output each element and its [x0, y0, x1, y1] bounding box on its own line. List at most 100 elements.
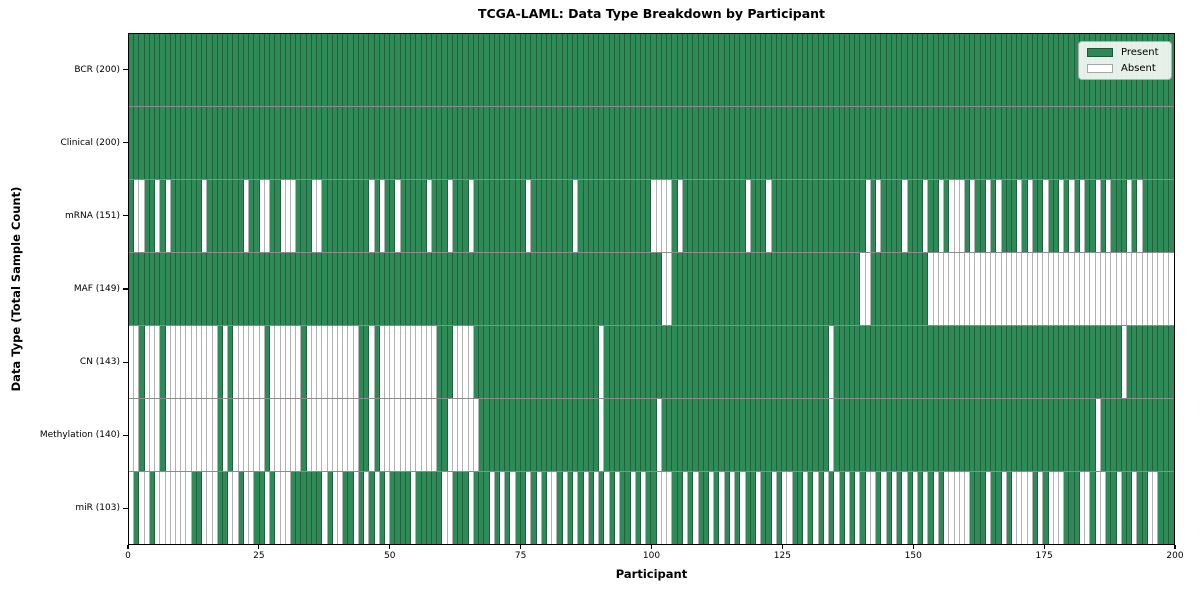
heatmap-cell: [1142, 180, 1148, 252]
heatmap-cell: [792, 472, 798, 544]
heatmap-cell: [217, 107, 224, 179]
y-tick-mark: [123, 361, 128, 363]
heatmap-cell: [1038, 472, 1044, 544]
heatmap-cell: [855, 399, 861, 471]
heatmap-cell: [1111, 472, 1117, 544]
heatmap-cell: [782, 180, 788, 252]
heatmap-cell: [1111, 399, 1117, 471]
heatmap-cell: [1137, 180, 1143, 252]
heatmap-cell: [1069, 399, 1075, 471]
heatmap-cell: [792, 34, 798, 106]
heatmap-cell: [421, 180, 427, 252]
heatmap-cell: [337, 399, 344, 471]
heatmap-cell: [233, 180, 239, 252]
heatmap-cell: [573, 472, 579, 544]
heatmap-cell: [803, 34, 809, 106]
heatmap-cell: [620, 472, 626, 544]
heatmap-cell: [1022, 399, 1028, 471]
heatmap-cell: [1001, 107, 1007, 179]
heatmap-cell: [541, 399, 547, 471]
heatmap-cell: [881, 34, 887, 106]
heatmap-cell: [1053, 253, 1060, 325]
heatmap-cell: [870, 107, 877, 179]
heatmap-cell: [494, 326, 500, 398]
heatmap-cell: [332, 326, 338, 398]
heatmap-cell: [337, 326, 344, 398]
heatmap-cell: [217, 326, 224, 398]
heatmap-cell: [437, 399, 443, 471]
heatmap-cell: [672, 34, 678, 106]
heatmap-cell: [1153, 472, 1159, 544]
y-tick-mark: [123, 68, 128, 71]
heatmap-cell: [1053, 326, 1060, 398]
heatmap-cell: [290, 253, 297, 325]
heatmap-cell: [672, 253, 678, 325]
heatmap-cell: [562, 34, 568, 106]
heatmap-cell: [374, 399, 380, 471]
heatmap-cell: [1032, 326, 1039, 398]
heatmap-cell: [792, 107, 798, 179]
heatmap-cell: [750, 472, 756, 544]
heatmap-cell: [379, 399, 386, 471]
heatmap-cell: [134, 472, 140, 544]
heatmap-cell: [270, 326, 276, 398]
heatmap-cell: [259, 399, 265, 471]
heatmap-row-cn: [129, 325, 1174, 398]
heatmap-cell: [813, 180, 819, 252]
heatmap-cell: [923, 107, 929, 179]
heatmap-cell: [719, 253, 725, 325]
heatmap-cell: [771, 472, 777, 544]
heatmap-cell: [510, 107, 516, 179]
heatmap-cell: [1100, 253, 1107, 325]
x-tick-mark: [389, 545, 391, 549]
heatmap-cell: [212, 107, 218, 179]
heatmap-cell: [311, 472, 318, 544]
heatmap-cell: [463, 180, 469, 252]
heatmap-cell: [954, 180, 960, 252]
heatmap-cell: [306, 326, 312, 398]
heatmap-cell: [254, 107, 260, 179]
heatmap-cell: [296, 180, 302, 252]
heatmap-cell: [964, 253, 971, 325]
heatmap-cell: [661, 34, 668, 106]
heatmap-cell: [938, 34, 945, 106]
heatmap-cell: [735, 253, 741, 325]
heatmap-cell: [1147, 399, 1154, 471]
heatmap-cell: [740, 399, 746, 471]
heatmap-cell: [317, 399, 323, 471]
heatmap-cell: [432, 180, 438, 252]
heatmap-cell: [1001, 472, 1007, 544]
heatmap-cell: [285, 253, 291, 325]
heatmap-cell: [954, 472, 960, 544]
heatmap-cell: [1064, 472, 1070, 544]
heatmap-cell: [353, 107, 359, 179]
heatmap-cell: [421, 34, 427, 106]
heatmap-cell: [823, 399, 830, 471]
heatmap-cell: [1027, 326, 1033, 398]
heatmap-cell: [1142, 472, 1148, 544]
heatmap-cell: [1074, 326, 1080, 398]
heatmap-cell: [1043, 399, 1049, 471]
heatmap-cell: [322, 107, 328, 179]
heatmap-cell: [416, 472, 422, 544]
heatmap-cell: [980, 253, 986, 325]
heatmap-cell: [641, 472, 647, 544]
heatmap-cell: [902, 34, 908, 106]
heatmap-cell: [416, 399, 422, 471]
heatmap-cell: [385, 180, 391, 252]
heatmap-cell: [243, 472, 250, 544]
heatmap-cell: [186, 326, 192, 398]
heatmap-cell: [656, 34, 662, 106]
heatmap-cell: [1006, 180, 1013, 252]
heatmap-cell: [536, 399, 542, 471]
heatmap-cell: [834, 107, 840, 179]
heatmap-cell: [479, 472, 485, 544]
heatmap-cell: [411, 107, 417, 179]
heatmap-cell: [285, 107, 291, 179]
x-tick-label: 75: [514, 551, 527, 561]
heatmap-cell: [562, 399, 568, 471]
heatmap-cell: [594, 107, 600, 179]
heatmap-cell: [254, 326, 260, 398]
heatmap-cell: [985, 107, 992, 179]
heatmap-cell: [311, 107, 318, 179]
